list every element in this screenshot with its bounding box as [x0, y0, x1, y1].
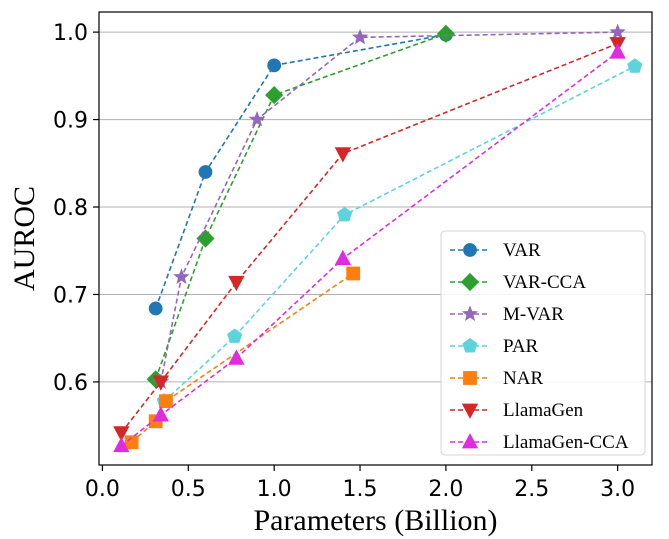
data-point — [609, 23, 626, 40]
y-tick-label: 1.0 — [53, 21, 88, 46]
legend-label: LlamaGen — [503, 400, 584, 421]
legend-marker — [461, 433, 479, 449]
legend-marker — [462, 338, 478, 353]
legend-label: M-VAR — [503, 304, 564, 325]
data-point — [198, 165, 213, 179]
legend-entry: PAR — [450, 336, 539, 357]
data-point — [124, 435, 139, 450]
data-point — [152, 375, 169, 391]
legend-marker — [460, 272, 480, 292]
x-tick-label: 2.5 — [514, 477, 549, 502]
y-tick-label: 0.8 — [53, 196, 88, 221]
legend-entry: NAR — [450, 368, 543, 389]
axis-ticks: 0.6 0.7 0.8 0.9 1.0 0.0 0.5 1.0 1.5 2.0 2.5 3.0 — [53, 21, 635, 502]
data-point — [334, 249, 352, 266]
data-point — [159, 394, 173, 409]
y-axis-title: AUROC — [8, 186, 41, 291]
x-tick-label: 3.0 — [600, 477, 635, 502]
legend-marker — [461, 305, 479, 321]
data-point — [148, 301, 163, 316]
data-point — [351, 28, 369, 45]
legend-box — [440, 230, 646, 456]
y-tick-label: 0.7 — [53, 283, 88, 308]
data-point — [248, 110, 266, 127]
data-point — [227, 328, 243, 343]
y-tick-label: 0.9 — [53, 109, 88, 134]
x-tick-label: 1.5 — [343, 477, 378, 502]
legend-entry: VAR — [450, 240, 541, 261]
legend-label: VAR-CCA — [503, 272, 586, 293]
series-line — [154, 33, 447, 309]
legend-entry: LlamaGen-CCA — [450, 432, 629, 453]
data-point — [346, 266, 361, 281]
series-line — [163, 65, 636, 402]
legend-label: LlamaGen-CCA — [503, 432, 629, 453]
series-llamagen-cca — [113, 43, 626, 453]
legend-marker — [461, 403, 479, 419]
x-tick-label: 0.0 — [85, 477, 120, 502]
x-tick-label: 1.0 — [257, 477, 292, 502]
data-point — [627, 58, 643, 73]
data-point — [152, 406, 169, 422]
legend-label: VAR — [503, 240, 541, 261]
series-line — [154, 33, 447, 380]
y-tick-label: 0.6 — [53, 371, 88, 396]
legend-entry: VAR-CCA — [450, 272, 586, 293]
data-series — [113, 23, 643, 453]
data-point — [173, 268, 190, 284]
x-tick-label: 0.5 — [171, 477, 206, 502]
series-line — [120, 42, 618, 434]
data-point — [228, 349, 245, 365]
legend-label: PAR — [503, 336, 539, 357]
legend-label: NAR — [503, 368, 543, 389]
x-tick-label: 2.0 — [428, 477, 463, 502]
legend-marker — [463, 371, 477, 385]
data-point — [336, 206, 353, 222]
data-point — [265, 86, 284, 105]
data-point — [267, 58, 282, 73]
data-point — [113, 436, 130, 453]
plot-frame — [98, 11, 653, 466]
data-point — [609, 43, 626, 59]
data-point — [436, 24, 455, 43]
data-point — [113, 426, 130, 442]
data-point — [334, 147, 352, 163]
legend: VAR VAR-CCA M-VAR PAR NAR LlamaGen LlamaGen-CC… — [440, 230, 646, 456]
data-point — [228, 275, 245, 292]
legend-entry: LlamaGen — [450, 400, 584, 421]
x-axis-title: Parameters (Billion) — [253, 504, 497, 537]
legend-entry: M-VAR — [450, 304, 564, 325]
legend-marker — [463, 243, 477, 257]
